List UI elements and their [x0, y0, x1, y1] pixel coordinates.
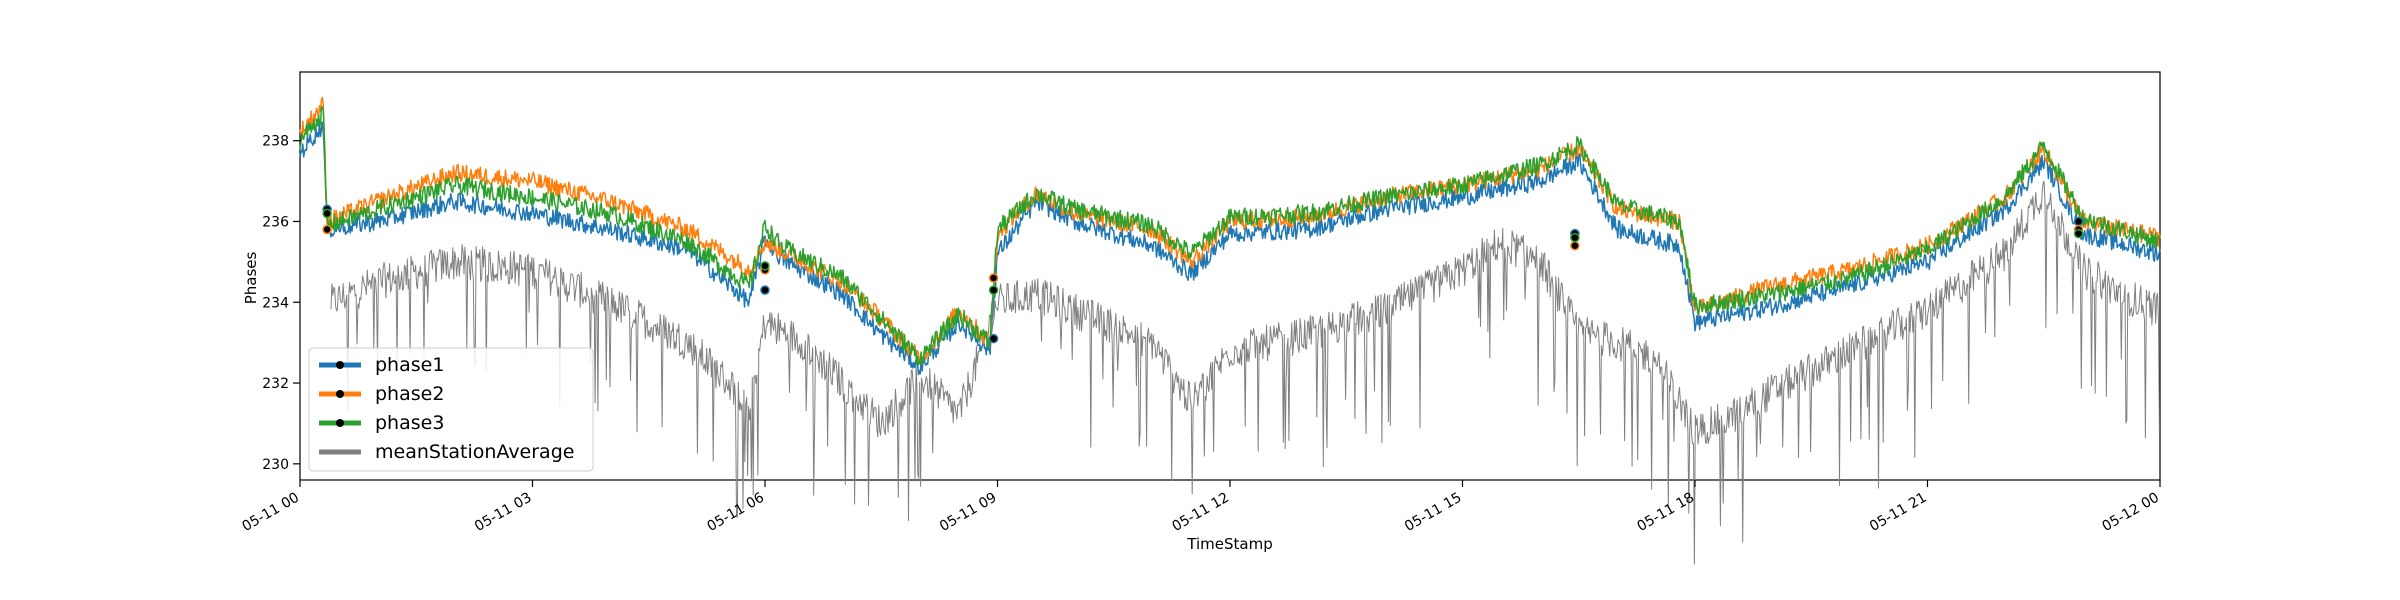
jump-marker — [2073, 216, 2084, 227]
jump-marker — [1570, 240, 1580, 251]
y-axis-label: Phases — [242, 252, 260, 305]
jump-marker — [322, 208, 332, 219]
y-tick-label: 230 — [262, 457, 289, 473]
jump-marker — [988, 273, 999, 283]
y-tick-label: 236 — [262, 214, 289, 230]
jump-marker — [1570, 232, 1580, 243]
jump-marker — [760, 285, 770, 295]
y-tick-label: 238 — [262, 134, 289, 150]
legend: phase1 phase2 phase3 meanStationAverage — [308, 347, 594, 472]
jump-markers — [322, 204, 2084, 344]
legend-marker-phase3 — [336, 419, 344, 427]
jump-marker — [988, 333, 999, 344]
y-tick-label: 234 — [262, 295, 289, 311]
jump-marker — [988, 285, 999, 295]
x-axis-label: TimeStamp — [1186, 535, 1272, 553]
y-tick-label: 232 — [262, 376, 289, 392]
jump-marker — [760, 261, 770, 271]
legend-label-phase1: phase1 — [375, 354, 444, 376]
legend-label-meanStationAverage: meanStationAverage — [375, 441, 574, 463]
legend-label-phase2: phase2 — [375, 383, 444, 405]
legend-marker-phase1 — [336, 361, 344, 369]
series-line-phase1 — [299, 120, 2161, 376]
jump-marker — [322, 224, 332, 235]
legend-marker-phase2 — [336, 390, 344, 398]
series-layer — [299, 96, 2161, 565]
jump-marker — [2073, 228, 2084, 239]
series-line-phase3 — [299, 106, 2161, 366]
legend-frame — [308, 347, 594, 472]
series-line-meanStationAverage — [330, 180, 2160, 565]
y-axis: 230 232 234 236 238 — [262, 134, 300, 473]
legend-label-phase3: phase3 — [375, 412, 444, 434]
